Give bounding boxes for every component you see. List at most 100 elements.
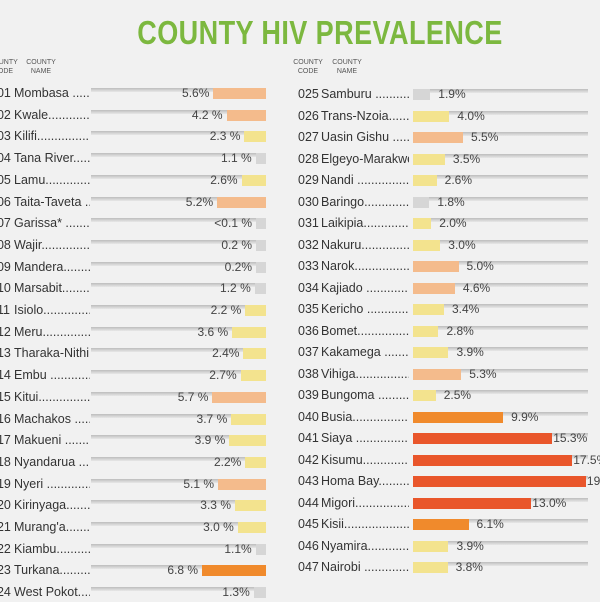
bar-track: [413, 175, 588, 179]
bar: [254, 283, 266, 295]
county-code: 010: [0, 281, 11, 296]
bar: [413, 304, 444, 315]
county-name: Uasin Gishu ..........: [321, 130, 409, 144]
bar-track: [91, 435, 266, 440]
bar-track: [413, 153, 588, 158]
county-code: 025: [298, 87, 319, 101]
county-name: Makueni ...........: [14, 433, 90, 448]
value-label: 2.2%: [213, 454, 242, 469]
bar-track: [413, 519, 588, 523]
table-row: 009Mandera........... 0.2%: [0, 257, 300, 277]
bar-track: [91, 370, 266, 375]
value-label: 3.8%: [455, 560, 483, 574]
value-label: 3.0%: [448, 237, 476, 252]
bar-track: [413, 239, 588, 244]
bar: [413, 175, 437, 186]
bar: [237, 522, 266, 533]
table-row: 017Makueni ........... 3.9 %: [0, 430, 300, 450]
header-county-code-left: COUNTY CODE: [0, 59, 18, 75]
table-row: 001Mombasa ........ 5.6%: [0, 83, 300, 103]
bar-track: [413, 540, 588, 545]
value-label: 5.1 %: [183, 476, 215, 491]
county-name: Narok.......................: [321, 259, 409, 273]
value-label: 2.5%: [443, 388, 472, 402]
bar-track: [413, 196, 588, 201]
bar: [413, 218, 432, 229]
county-name: Embu ................: [14, 368, 90, 383]
county-name: Kiambu.............: [14, 541, 90, 556]
value-label: 0.2%: [224, 259, 252, 274]
county-code: 013: [0, 346, 11, 361]
bar: [413, 411, 504, 423]
value-label: 2.7%: [209, 368, 237, 383]
county-name: Kwale................: [14, 107, 90, 122]
value-label: 3.5%: [452, 151, 481, 166]
county-name: Murang'a..........: [14, 520, 90, 534]
bar-track: [91, 500, 266, 505]
value-label: 3.9%: [456, 345, 484, 359]
table-row: 011 Isiolo.................. 2.2 %: [0, 300, 300, 320]
county-code: 001: [0, 86, 11, 100]
bar: [413, 390, 436, 401]
bar: [413, 454, 573, 466]
value-label: 9.9%: [511, 409, 539, 424]
bar: [413, 132, 464, 143]
table-row: 023Turkana............. 6.8 %: [0, 560, 300, 580]
table-row: 015Kitui..................... 5.7 %: [0, 387, 300, 407]
bar-track: [91, 456, 266, 461]
county-code: 031: [298, 216, 319, 230]
county-name: Kisumu....................: [321, 452, 409, 467]
county-code: 044: [298, 495, 319, 510]
bar: [244, 131, 266, 143]
county-code: 009: [0, 259, 11, 274]
value-label: 3.9%: [456, 538, 484, 553]
table-row: 002Kwale................ 4.2 %: [0, 105, 300, 125]
bar-track: [91, 522, 266, 526]
bar: [253, 587, 266, 599]
value-label: 1.2 %: [220, 281, 251, 296]
county-code: 022: [0, 541, 11, 556]
bar: [234, 500, 266, 512]
value-label: 13.0%: [532, 495, 567, 510]
value-label: 6.1%: [476, 517, 504, 531]
bar-track: [91, 196, 266, 201]
county-name: Nyandarua ......: [14, 454, 90, 469]
bar: [413, 196, 430, 208]
bar-track: [91, 131, 266, 136]
county-code: 046: [298, 538, 319, 553]
value-label: 3.3 %: [200, 498, 231, 513]
value-label: 2.0%: [439, 216, 467, 230]
value-label: 0.2 %: [221, 237, 252, 252]
county-name: Vihiga........................: [321, 366, 409, 381]
bar-track: [91, 565, 266, 570]
bar-track: [91, 587, 266, 592]
county-name: West Pokot......: [14, 585, 90, 600]
bar: [245, 305, 266, 316]
county-name: Nandi .....................: [321, 173, 409, 187]
bar-track: [91, 413, 266, 418]
table-row: 003Kilifi.................... 2.3 %: [0, 126, 300, 146]
county-name: Kajiado ..................: [321, 280, 409, 295]
bar: [229, 435, 266, 447]
bar-track: [413, 282, 588, 287]
value-label: 4.6%: [462, 280, 491, 295]
value-label: 1.8%: [437, 194, 465, 209]
county-code: 024: [0, 585, 11, 600]
bar: [256, 261, 266, 273]
county-code: 036: [298, 323, 319, 338]
value-label: 2.8%: [446, 323, 474, 338]
county-code: 017: [0, 433, 11, 448]
county-name: Mombasa ........: [14, 86, 90, 100]
bar: [202, 565, 266, 577]
county-name: Tharaka-Nithi ..: [14, 346, 90, 361]
bar-track: [91, 174, 266, 179]
county-name: Migori......................: [321, 495, 409, 510]
value-label: 19: [586, 474, 600, 488]
county-name: Machakos ........: [14, 411, 90, 426]
